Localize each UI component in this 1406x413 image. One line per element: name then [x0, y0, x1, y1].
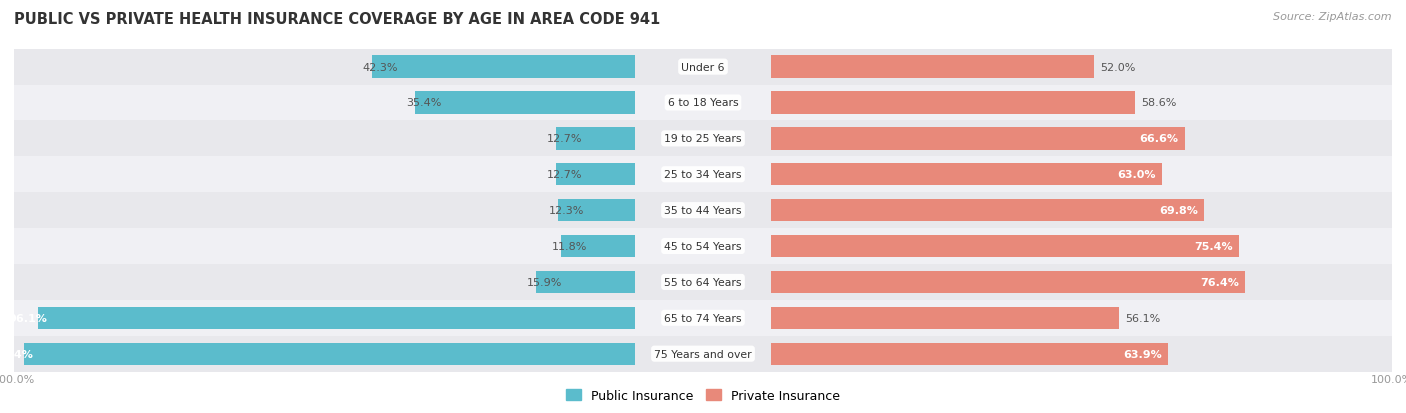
- Bar: [38, 307, 634, 329]
- Text: 69.8%: 69.8%: [1160, 206, 1198, 216]
- Bar: [634, 264, 772, 300]
- Bar: [772, 199, 1205, 222]
- Bar: [150, 336, 1392, 372]
- Bar: [772, 164, 1163, 186]
- Text: 75.4%: 75.4%: [1195, 242, 1233, 252]
- Text: 6 to 18 Years: 6 to 18 Years: [668, 98, 738, 108]
- Text: 52.0%: 52.0%: [1101, 62, 1136, 72]
- Bar: [150, 193, 1392, 228]
- Text: 11.8%: 11.8%: [553, 242, 588, 252]
- Text: 12.7%: 12.7%: [547, 170, 582, 180]
- Bar: [150, 85, 1392, 121]
- Text: 25 to 34 Years: 25 to 34 Years: [664, 170, 742, 180]
- Bar: [772, 128, 1185, 150]
- Text: 45 to 54 Years: 45 to 54 Years: [664, 242, 742, 252]
- Bar: [558, 199, 634, 222]
- Bar: [634, 193, 772, 228]
- Text: 65 to 74 Years: 65 to 74 Years: [664, 313, 742, 323]
- Text: 75 Years and over: 75 Years and over: [654, 349, 752, 359]
- Bar: [772, 307, 1119, 329]
- Text: 96.1%: 96.1%: [8, 313, 48, 323]
- Bar: [150, 121, 1392, 157]
- Bar: [150, 300, 1392, 336]
- Bar: [0, 336, 1406, 372]
- Bar: [0, 264, 1406, 300]
- Bar: [772, 235, 1239, 258]
- Bar: [415, 92, 634, 114]
- Bar: [14, 228, 1256, 264]
- Text: 12.3%: 12.3%: [550, 206, 585, 216]
- Bar: [14, 121, 1256, 157]
- Bar: [14, 193, 1256, 228]
- Text: 98.4%: 98.4%: [0, 349, 34, 359]
- Text: 66.6%: 66.6%: [1139, 134, 1178, 144]
- Bar: [555, 164, 634, 186]
- Bar: [0, 300, 1406, 336]
- Bar: [0, 50, 1406, 85]
- Bar: [634, 50, 772, 85]
- Bar: [0, 193, 1406, 228]
- Bar: [0, 157, 1406, 193]
- Bar: [772, 56, 1094, 78]
- Bar: [634, 300, 772, 336]
- Bar: [634, 121, 772, 157]
- Text: 42.3%: 42.3%: [363, 62, 398, 72]
- Bar: [634, 336, 772, 372]
- Bar: [373, 56, 634, 78]
- Bar: [555, 128, 634, 150]
- Text: 12.7%: 12.7%: [547, 134, 582, 144]
- Bar: [772, 343, 1168, 365]
- Bar: [634, 228, 772, 264]
- Text: 15.9%: 15.9%: [527, 277, 562, 287]
- Text: 35 to 44 Years: 35 to 44 Years: [664, 206, 742, 216]
- Bar: [14, 264, 1256, 300]
- Bar: [0, 85, 1406, 121]
- Bar: [14, 157, 1256, 193]
- Text: 35.4%: 35.4%: [406, 98, 441, 108]
- Bar: [14, 336, 1256, 372]
- Bar: [14, 300, 1256, 336]
- Bar: [150, 228, 1392, 264]
- Bar: [24, 343, 634, 365]
- Bar: [150, 264, 1392, 300]
- Text: 76.4%: 76.4%: [1201, 277, 1239, 287]
- Text: 63.0%: 63.0%: [1118, 170, 1156, 180]
- Bar: [634, 157, 772, 193]
- Bar: [561, 235, 634, 258]
- Text: Under 6: Under 6: [682, 62, 724, 72]
- Text: PUBLIC VS PRIVATE HEALTH INSURANCE COVERAGE BY AGE IN AREA CODE 941: PUBLIC VS PRIVATE HEALTH INSURANCE COVER…: [14, 12, 661, 27]
- Bar: [0, 228, 1406, 264]
- Text: 56.1%: 56.1%: [1126, 313, 1161, 323]
- Bar: [536, 271, 634, 293]
- Bar: [772, 92, 1135, 114]
- Bar: [0, 121, 1406, 157]
- Text: 19 to 25 Years: 19 to 25 Years: [664, 134, 742, 144]
- Text: 58.6%: 58.6%: [1142, 98, 1177, 108]
- Text: 55 to 64 Years: 55 to 64 Years: [664, 277, 742, 287]
- Bar: [150, 157, 1392, 193]
- Text: Source: ZipAtlas.com: Source: ZipAtlas.com: [1274, 12, 1392, 22]
- Bar: [772, 271, 1246, 293]
- Text: 63.9%: 63.9%: [1123, 349, 1161, 359]
- Bar: [634, 85, 772, 121]
- Bar: [150, 50, 1392, 85]
- Legend: Public Insurance, Private Insurance: Public Insurance, Private Insurance: [561, 384, 845, 407]
- Bar: [14, 50, 1256, 85]
- Bar: [14, 85, 1256, 121]
